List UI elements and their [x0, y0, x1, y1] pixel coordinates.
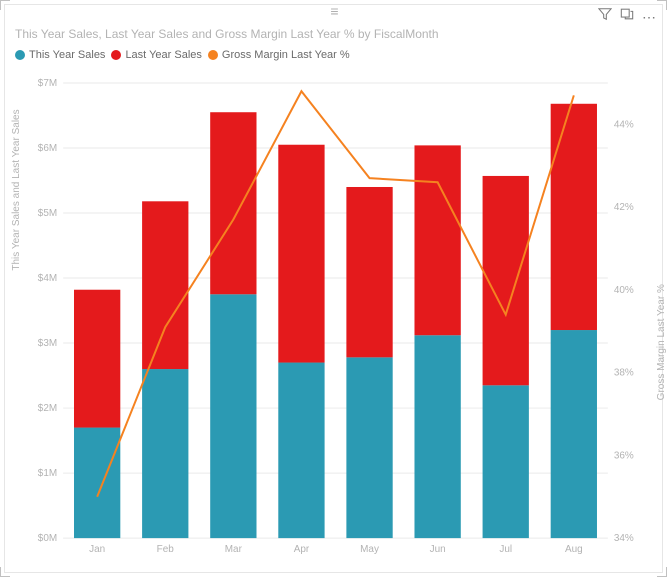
legend-label: Gross Margin Last Year %	[222, 49, 350, 61]
svg-text:40%: 40%	[614, 285, 634, 296]
bar-last-year[interactable]	[551, 104, 597, 330]
more-options-icon[interactable]: ⋯	[642, 10, 656, 24]
x-tick-label: Jan	[89, 544, 105, 555]
y-axis-right-label: Gross Margin Last Year %	[656, 284, 667, 400]
svg-text:36%: 36%	[614, 450, 634, 461]
svg-text:$0M: $0M	[38, 533, 57, 544]
bar-last-year[interactable]	[142, 201, 188, 369]
svg-text:$4M: $4M	[38, 273, 57, 284]
chart-title: This Year Sales, Last Year Sales and Gro…	[15, 27, 439, 41]
bar-last-year[interactable]	[483, 176, 529, 385]
x-tick-label: Apr	[294, 544, 310, 555]
svg-text:$5M: $5M	[38, 208, 57, 219]
bar-last-year[interactable]	[346, 187, 392, 357]
x-tick-label: Jun	[430, 544, 446, 555]
chart-svg: $0M $1M $2M $3M $4M $5M $6M $7M 34% 36% 38% 40% 42% 4…	[15, 75, 652, 562]
plot-area: This Year Sales and Last Year Sales Gros…	[15, 75, 652, 562]
x-tick-label: Feb	[157, 544, 175, 555]
swatch-icon	[111, 50, 121, 60]
bar-last-year[interactable]	[74, 290, 120, 428]
bar-last-year[interactable]	[278, 145, 324, 363]
x-tick-label: May	[360, 544, 379, 555]
svg-text:$2M: $2M	[38, 403, 57, 414]
svg-text:$1M: $1M	[38, 468, 57, 479]
bar-this-year[interactable]	[142, 369, 188, 538]
svg-text:38%: 38%	[614, 368, 634, 379]
bar-last-year[interactable]	[414, 145, 460, 335]
bar-this-year[interactable]	[74, 428, 120, 539]
selection-corner-icon	[657, 567, 667, 577]
bar-this-year[interactable]	[346, 357, 392, 538]
x-tick-label: Mar	[225, 544, 243, 555]
visual-toolbar: ⋯	[598, 7, 656, 26]
x-tick-label: Aug	[565, 544, 583, 555]
swatch-icon	[208, 50, 218, 60]
drag-grip-icon[interactable]: ≡	[330, 3, 336, 19]
selection-corner-icon	[0, 0, 10, 10]
legend: This Year Sales Last Year Sales Gross Ma…	[15, 49, 350, 61]
y-axis-left-label: This Year Sales and Last Year Sales	[11, 109, 22, 270]
selection-corner-icon	[0, 567, 10, 577]
svg-text:34%: 34%	[614, 533, 634, 544]
svg-text:$6M: $6M	[38, 143, 57, 154]
svg-text:42%: 42%	[614, 202, 634, 213]
bar-last-year[interactable]	[210, 112, 256, 294]
legend-item-margin[interactable]: Gross Margin Last Year %	[208, 49, 350, 61]
bar-this-year[interactable]	[483, 385, 529, 538]
bar-this-year[interactable]	[278, 363, 324, 539]
bar-this-year[interactable]	[551, 330, 597, 538]
svg-text:44%: 44%	[614, 119, 634, 130]
legend-label: Last Year Sales	[125, 49, 201, 61]
legend-label: This Year Sales	[29, 49, 105, 61]
svg-text:$3M: $3M	[38, 338, 57, 349]
bar-this-year[interactable]	[414, 335, 460, 538]
bar-this-year[interactable]	[210, 294, 256, 538]
legend-item-last-year[interactable]: Last Year Sales	[111, 49, 201, 61]
svg-text:$7M: $7M	[38, 78, 57, 89]
filter-icon[interactable]	[598, 7, 612, 26]
swatch-icon	[15, 50, 25, 60]
legend-item-this-year[interactable]: This Year Sales	[15, 49, 105, 61]
selection-corner-icon	[657, 0, 667, 10]
focus-mode-icon[interactable]	[620, 7, 634, 26]
x-tick-label: Jul	[499, 544, 512, 555]
chart-visual: ≡ ⋯ This Year Sales, Last Year Sales and…	[4, 4, 663, 573]
